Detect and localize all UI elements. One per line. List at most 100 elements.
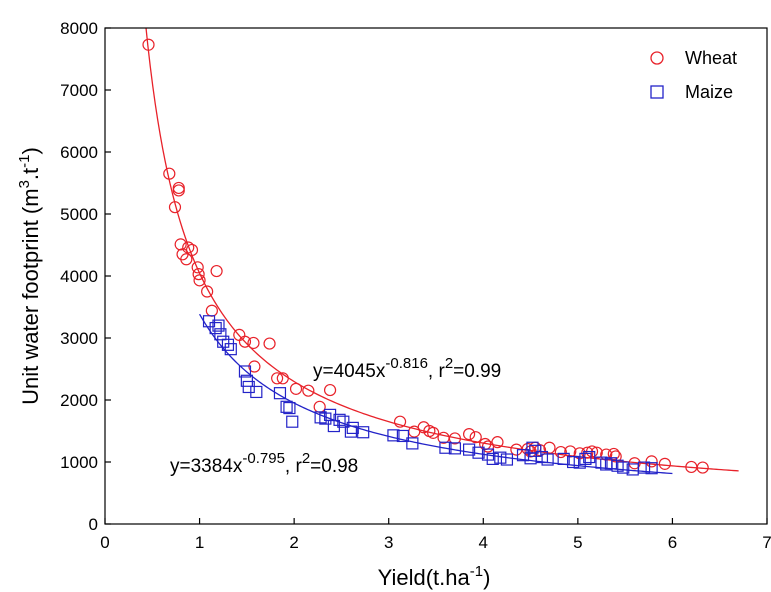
wheat-point <box>521 442 534 456</box>
x-tick-label: 7 <box>762 533 771 552</box>
wheat-point <box>168 201 182 214</box>
wheat-point <box>607 447 620 461</box>
wheat-point <box>609 450 622 463</box>
maize-point <box>604 457 618 470</box>
wheat-point <box>182 241 195 254</box>
y-tick-label: 5000 <box>60 205 98 224</box>
wheat-point <box>658 457 671 470</box>
maize-point <box>217 335 230 348</box>
wheat-point <box>276 372 289 385</box>
fit-curves <box>145 28 739 475</box>
wheat-point <box>533 444 547 457</box>
wheat-point <box>448 432 462 445</box>
maize-point <box>406 437 419 450</box>
maize-point <box>595 456 608 469</box>
wheat-point <box>645 455 658 468</box>
maize-equation: y=3384x-0.795, r2=0.98 <box>170 450 358 477</box>
legend-wheat-marker <box>650 51 664 65</box>
wheat-point <box>600 448 613 461</box>
maize-point <box>214 328 227 341</box>
y-tick-label: 4000 <box>60 267 98 286</box>
wheat-point <box>491 436 504 449</box>
x-tick-label: 1 <box>195 533 204 552</box>
maize-point <box>344 425 357 438</box>
maize-point <box>439 441 452 454</box>
wheat-point <box>210 264 223 278</box>
maize-point <box>516 449 530 462</box>
wheat-point <box>172 184 185 197</box>
maize-point <box>481 448 495 461</box>
maize-point <box>314 411 327 424</box>
maize-point <box>280 400 293 413</box>
wheat-point <box>302 384 315 397</box>
wheat-equation: y=4045x-0.816, r2=0.99 <box>313 355 501 382</box>
y-axis-label: Unit water footprint (m3.t-1) <box>16 147 43 405</box>
x-tick-label: 5 <box>573 533 582 552</box>
maize-point <box>273 387 287 400</box>
maize-point <box>283 401 296 415</box>
maize-point <box>337 415 350 428</box>
maize-point <box>387 429 400 442</box>
wheat-fit-curve <box>145 28 739 472</box>
legend: Wheat Maize <box>650 48 737 102</box>
maize-point <box>396 429 409 443</box>
maize-point <box>286 415 299 428</box>
wheat-point <box>696 461 709 474</box>
legend-maize-label: Maize <box>685 82 733 102</box>
maize-point <box>224 343 237 356</box>
wheat-point <box>192 268 205 281</box>
wheat-point <box>271 372 284 385</box>
y-tick-label: 7000 <box>60 81 98 100</box>
x-tick-label: 3 <box>384 533 393 552</box>
x-axis-label: Yield(t.ha-1) <box>378 563 491 590</box>
y-tick-label: 0 <box>89 515 98 534</box>
x-tick-label: 6 <box>668 533 677 552</box>
maize-point <box>209 321 222 335</box>
axis-ticks: 0 1 2 3 4 5 6 7 0 1000 2000 3000 4000 5000 6000 7000 800… <box>60 19 771 552</box>
wheat-point <box>463 428 476 441</box>
wheat-point <box>247 336 260 350</box>
wheat-point <box>185 243 199 257</box>
maize-point <box>319 412 332 425</box>
maize-point <box>526 441 539 454</box>
wheat-point <box>427 426 440 439</box>
y-tick-label: 6000 <box>60 143 98 162</box>
wheat-point <box>193 274 206 287</box>
wheat-point <box>469 431 482 444</box>
y-tick-label: 3000 <box>60 329 98 348</box>
wheat-point <box>581 446 594 459</box>
wheat-point <box>180 253 193 266</box>
maize-point <box>494 451 507 464</box>
wheat-point <box>543 441 556 454</box>
wheat-point <box>142 38 155 51</box>
maize-point <box>221 338 235 351</box>
wheat-point <box>590 446 603 459</box>
y-tick-label: 1000 <box>60 453 98 472</box>
maize-point <box>645 462 658 475</box>
maize-point <box>529 444 542 457</box>
maize-point <box>240 374 253 387</box>
maize-point <box>637 461 651 474</box>
maize-point <box>567 455 580 469</box>
x-tick-label: 2 <box>289 533 298 552</box>
data-points <box>142 38 709 476</box>
maize-point <box>333 413 346 426</box>
maize-point <box>357 426 370 439</box>
maize-point <box>557 452 570 465</box>
maize-point <box>448 442 462 455</box>
legend-maize-marker <box>650 85 664 99</box>
maize-point <box>463 443 476 456</box>
wheat-point <box>163 167 176 180</box>
maize-point <box>202 315 216 328</box>
wheat-point <box>554 445 567 459</box>
wheat-point <box>289 382 303 395</box>
legend-wheat-label: Wheat <box>685 48 737 68</box>
x-tick-label: 0 <box>100 533 109 552</box>
wheat-point <box>263 337 276 350</box>
maize-fit-curve <box>199 313 673 475</box>
x-tick-label: 4 <box>479 533 488 552</box>
wheat-point <box>201 285 214 298</box>
maize-point <box>500 453 514 466</box>
wheat-point <box>238 335 252 348</box>
